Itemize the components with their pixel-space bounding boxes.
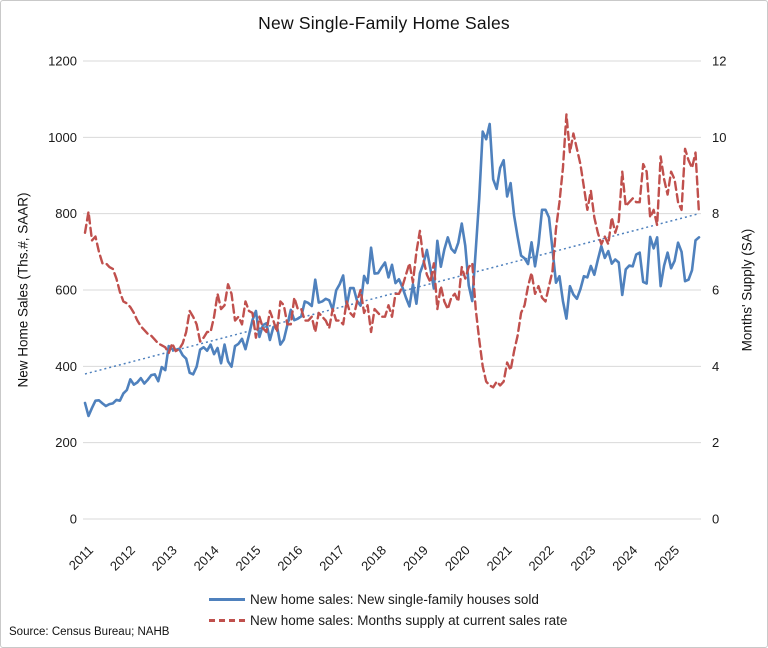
x-axis-year-label: 2012: [107, 543, 138, 574]
x-axis-year-label: 2015: [233, 543, 264, 574]
x-axis-year-label: 2017: [316, 543, 347, 574]
x-axis-year-label: 2022: [526, 543, 557, 574]
right-axis-tick-label: 2: [712, 435, 719, 450]
x-axis-year-label: 2016: [274, 543, 305, 574]
x-axis-year-label: 2020: [442, 543, 473, 574]
legend-label-supply: New home sales: Months supply at current…: [250, 613, 568, 628]
right-axis-tick-label: 4: [712, 359, 719, 374]
legend-label-sales: New home sales: New single-family houses…: [250, 592, 539, 607]
x-axis-year-label: 2024: [609, 543, 640, 574]
x-axis-year-label: 2023: [567, 543, 598, 574]
x-axis-year-label: 2021: [484, 543, 515, 574]
source-note: Source: Census Bureau; NAHB: [9, 626, 170, 638]
legend-item-sales: New home sales: New single-family houses…: [209, 589, 567, 610]
x-axis-year-label: 2019: [400, 543, 431, 574]
sales-line-swatch-icon: [209, 598, 245, 601]
x-axis-year-label: 2011: [66, 543, 96, 573]
x-axis-year-label: 2025: [651, 543, 682, 574]
x-axis-year-label: 2014: [191, 543, 222, 574]
right-axis-tick-label: 0: [712, 512, 719, 527]
left-axis-tick-label: 200: [55, 435, 77, 450]
left-axis-tick-label: 0: [70, 512, 77, 527]
left-axis-tick-label: 1200: [48, 54, 77, 69]
x-axis-year-label: 2013: [149, 543, 180, 574]
right-axis-tick-label: 6: [712, 283, 719, 298]
months-supply-line-series: [83, 113, 701, 389]
left-axis-tick-label: 1000: [48, 130, 77, 145]
left-axis-tick-label: 800: [55, 206, 77, 221]
sales-line-series: [83, 122, 701, 418]
trend-line: [84, 212, 700, 375]
left-axis-tick-label: 600: [55, 283, 77, 298]
x-axis-year-label: 2018: [358, 543, 389, 574]
right-axis-tick-label: 12: [712, 54, 726, 69]
right-axis-tick-label: 8: [712, 206, 719, 221]
chart-title: New Single-Family Home Sales: [258, 13, 510, 33]
right-axis-tick-label: 10: [712, 130, 726, 145]
legend-item-supply: New home sales: Months supply at current…: [209, 610, 567, 631]
supply-line-swatch-icon: [209, 619, 245, 622]
left-axis-tick-label: 400: [55, 359, 77, 374]
chart-legend: New home sales: New single-family houses…: [209, 589, 567, 631]
